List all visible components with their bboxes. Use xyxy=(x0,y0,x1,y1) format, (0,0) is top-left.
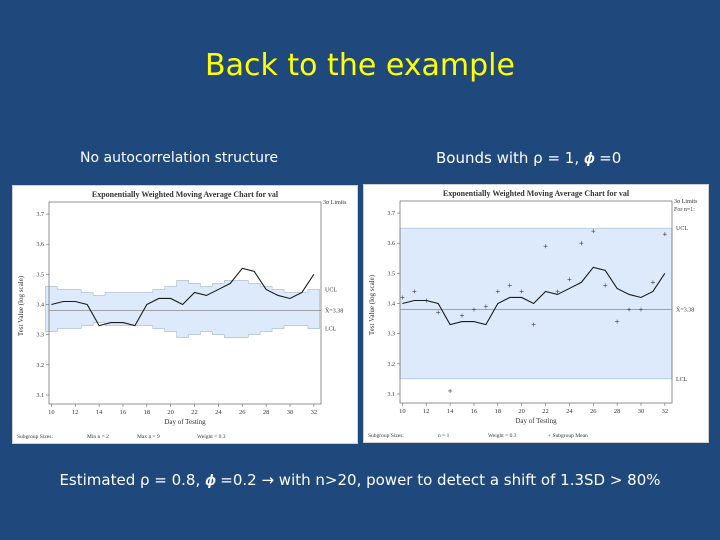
x-tick-label: 16 xyxy=(471,408,478,415)
control-limit-band xyxy=(399,227,673,380)
ewma-line xyxy=(402,266,666,326)
subgroup-mean-marker xyxy=(519,289,524,294)
center-line-label: X̄=3.38 xyxy=(676,306,694,313)
x-tick-label: 14 xyxy=(96,409,103,416)
y-tick-label: 3.4 xyxy=(37,303,45,309)
subgroup-mean-marker xyxy=(495,289,500,294)
x-tick-label: 12 xyxy=(72,409,79,416)
x-axis-label: Day of Testing xyxy=(164,418,206,426)
y-axis-label: Test Value (log scale) xyxy=(368,274,376,335)
subgroup-mean-marker xyxy=(448,388,453,393)
ucl-label: UCL xyxy=(325,287,337,293)
y-tick-label: 3.2 xyxy=(388,362,396,368)
footer-item-1: Min n = 2 xyxy=(87,434,109,440)
x-tick-label: 24 xyxy=(566,408,573,415)
y-tick-label: 3.6 xyxy=(388,241,396,247)
subgroup-mean-marker xyxy=(567,277,572,282)
y-tick-label: 3.3 xyxy=(37,333,45,339)
footer-item-2: Max n = 9 xyxy=(137,434,160,440)
x-tick-label: 18 xyxy=(495,408,502,415)
x-tick-label: 22 xyxy=(542,408,549,415)
footer-item-1: n = 1 xyxy=(438,433,450,439)
subgroup-mean-marker xyxy=(400,295,405,300)
subgroup-mean-marker xyxy=(436,310,441,315)
limits-sublabel: For n=1: xyxy=(674,207,695,213)
x-tick-label: 22 xyxy=(191,409,198,416)
slide-title: Back to the example xyxy=(205,48,515,83)
right-ewma-chart-panel: Exponentially Weighted Moving Average Ch… xyxy=(363,184,709,443)
subgroup-mean-marker xyxy=(638,307,643,312)
x-tick-label: 30 xyxy=(287,409,294,416)
ucl-label: UCL xyxy=(676,226,688,232)
right-chart-caption: Bounds with ρ = 1, 𝝓 =0 xyxy=(436,149,622,167)
ewma-line xyxy=(51,267,315,327)
chart-title: Exponentially Weighted Moving Average Ch… xyxy=(92,190,279,199)
subgroup-mean-marker xyxy=(507,283,512,288)
subgroup-mean-marker xyxy=(543,244,548,249)
left-chart-caption: No autocorrelation structure xyxy=(80,150,279,166)
subgroup-mean-marker xyxy=(627,307,632,312)
plot-frame xyxy=(48,201,322,405)
subgroup-mean-marker xyxy=(460,313,465,318)
y-tick-label: 3.7 xyxy=(388,211,396,217)
x-tick-label: 14 xyxy=(447,408,454,415)
subgroup-mean-marker xyxy=(650,280,655,285)
x-tick-label: 20 xyxy=(167,409,174,416)
plot-frame xyxy=(399,200,673,404)
subgroup-mean-marker xyxy=(579,241,584,246)
x-tick-label: 26 xyxy=(239,409,246,416)
footer-subgroup-sizes: Subgroup Sizes: xyxy=(17,434,53,440)
y-tick-label: 3.3 xyxy=(388,332,396,338)
x-tick-label: 24 xyxy=(215,409,222,416)
y-tick-label: 3.1 xyxy=(37,393,45,399)
control-limit-band xyxy=(45,280,321,338)
subgroup-mean-marker xyxy=(483,304,488,309)
lcl-label: LCL xyxy=(676,377,688,383)
x-axis-label: Day of Testing xyxy=(515,417,557,425)
limits-label: 3σ Limits xyxy=(323,200,347,206)
subgroup-mean-marker xyxy=(412,289,417,294)
y-tick-label: 3.6 xyxy=(37,242,45,248)
subgroup-mean-marker xyxy=(531,322,536,327)
left-ewma-chart-panel: Exponentially Weighted Moving Average Ch… xyxy=(12,185,358,444)
chart-title: Exponentially Weighted Moving Average Ch… xyxy=(443,189,630,198)
footer-item-3: Weight = 0.3 xyxy=(197,434,226,440)
conclusion-text: Estimated ρ = 0.8, 𝝓 =0.2 → with n>20, p… xyxy=(59,471,661,489)
x-tick-label: 20 xyxy=(518,408,525,415)
y-tick-label: 3.1 xyxy=(388,392,396,398)
footer-subgroup-sizes: Subgroup Sizes: xyxy=(368,433,404,439)
right-ewma-chart: Exponentially Weighted Moving Average Ch… xyxy=(368,189,698,439)
x-tick-label: 10 xyxy=(48,409,55,416)
x-tick-label: 28 xyxy=(263,409,270,416)
x-tick-label: 12 xyxy=(423,408,430,415)
subgroup-mean-marker xyxy=(555,289,560,294)
x-tick-label: 18 xyxy=(144,409,151,416)
subgroup-mean-marker xyxy=(615,319,620,324)
y-tick-label: 3.5 xyxy=(37,272,45,278)
y-tick-label: 3.2 xyxy=(37,363,45,369)
subgroup-mean-marker xyxy=(471,307,476,312)
x-tick-label: 26 xyxy=(590,408,597,415)
subgroup-mean-marker xyxy=(662,232,667,237)
x-tick-label: 32 xyxy=(662,408,669,415)
footer-item-2: Weight = 0.3 xyxy=(488,433,517,439)
subgroup-mean-marker xyxy=(603,283,608,288)
y-axis-label: Test Value (log scale) xyxy=(17,275,25,336)
x-tick-label: 10 xyxy=(399,408,406,415)
center-line-label: X̄=3.38 xyxy=(325,307,343,314)
y-tick-label: 3.7 xyxy=(37,212,45,218)
lcl-label: LCL xyxy=(325,327,337,333)
limits-label: 3σ Limits xyxy=(674,199,698,205)
y-tick-label: 3.4 xyxy=(388,302,396,308)
y-tick-label: 3.5 xyxy=(388,271,396,277)
subgroup-mean-marker xyxy=(591,229,596,234)
x-tick-label: 28 xyxy=(614,408,621,415)
left-ewma-chart: Exponentially Weighted Moving Average Ch… xyxy=(17,190,347,440)
x-tick-label: 16 xyxy=(120,409,127,416)
x-tick-label: 30 xyxy=(638,408,645,415)
footer-item-3: + Subgroup Mean xyxy=(548,433,588,439)
x-tick-label: 32 xyxy=(311,409,318,416)
